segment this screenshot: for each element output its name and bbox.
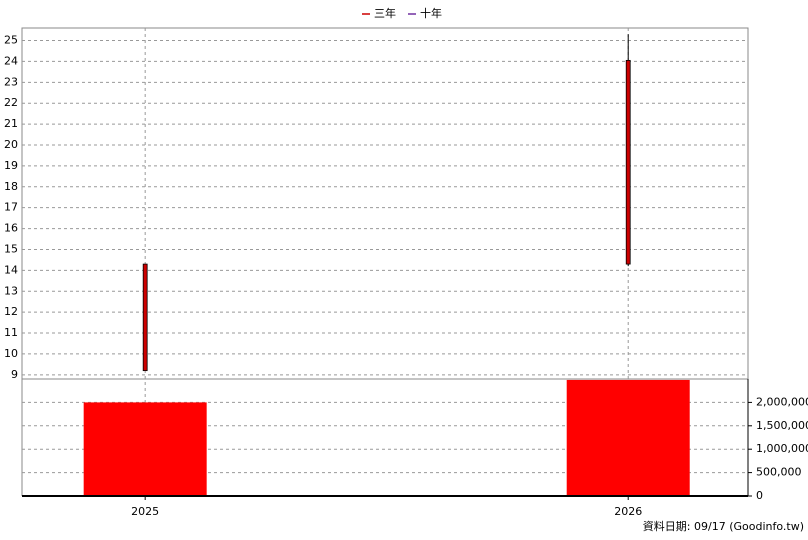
y-tick-label: 22 bbox=[4, 96, 18, 109]
x-tick-label: 2026 bbox=[614, 505, 642, 518]
x-tick-label: 2025 bbox=[131, 505, 159, 518]
legend-label: 三年 bbox=[374, 6, 396, 20]
volume-bar bbox=[83, 402, 207, 496]
y2-tick-label: 500,000 bbox=[756, 466, 802, 479]
volume-bar bbox=[566, 379, 690, 496]
y2-tick-label: 0 bbox=[756, 489, 763, 502]
y-tick-label: 11 bbox=[4, 326, 18, 339]
y-tick-label: 12 bbox=[4, 305, 18, 318]
footer: 資料日期: 09/17 (Goodinfo.tw) bbox=[643, 519, 804, 533]
y-tick-label: 14 bbox=[4, 263, 18, 276]
candle-body bbox=[142, 263, 148, 372]
y-tick-label: 18 bbox=[4, 180, 18, 193]
y-tick-label: 21 bbox=[4, 117, 18, 130]
y-tick-label: 9 bbox=[11, 368, 18, 381]
y-tick-label: 13 bbox=[4, 284, 18, 297]
y-tick-label: 20 bbox=[4, 138, 18, 151]
y-tick-label: 24 bbox=[4, 54, 18, 67]
y-tick-label: 19 bbox=[4, 159, 18, 172]
y2-tick-label: 1,500,000 bbox=[756, 419, 808, 432]
y-tick-label: 17 bbox=[4, 201, 18, 214]
candle-body bbox=[625, 59, 631, 265]
y-tick-label: 16 bbox=[4, 222, 18, 235]
y2-tick-label: 2,000,000 bbox=[756, 395, 808, 408]
y-tick-label: 25 bbox=[4, 34, 18, 47]
y-tick-label: 23 bbox=[4, 75, 18, 88]
y-tick-label: 15 bbox=[4, 242, 18, 255]
y2-tick-label: 1,000,000 bbox=[756, 442, 808, 455]
legend-label: 十年 bbox=[420, 6, 442, 20]
y-tick-label: 10 bbox=[4, 347, 18, 360]
